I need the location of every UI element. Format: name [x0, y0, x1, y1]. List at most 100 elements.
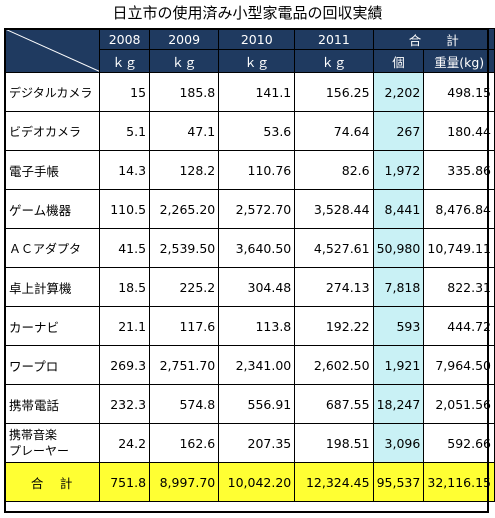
value-cell: 574.8 [149, 384, 220, 424]
value-cell: 50,980 [372, 228, 425, 268]
value-cell: 192.22 [294, 306, 374, 346]
value-cell: 593 [372, 306, 425, 346]
value-cell: 10,749.11 [423, 228, 495, 268]
value-cell: 3,096 [372, 423, 425, 463]
value-cell: 592.66 [423, 423, 495, 463]
value-cell: 14.3 [99, 150, 151, 190]
value-cell: 8,476.84 [423, 189, 495, 229]
unit-header: ｋｇ [99, 49, 151, 73]
total-value-cell: 751.8 [99, 462, 151, 502]
corner-cell [3, 28, 101, 73]
value-cell: 687.55 [294, 384, 374, 424]
value-cell: 110.76 [218, 150, 296, 190]
row-label: ゲーム機器 [3, 189, 101, 229]
table-row: 携帯電話 232.3 574.8 556.91 687.55 18,247 2,051.56 [3, 384, 495, 424]
table-row: ビデオカメラ 5.1 47.1 53.6 74.64 267 180.44 [3, 111, 495, 151]
total-value-cell: 95,537 [372, 462, 425, 502]
value-cell: 444.72 [423, 306, 495, 346]
table-row: カーナビ 21.1 117.6 113.8 192.22 593 444.72 [3, 306, 495, 346]
value-cell: 498.15 [423, 72, 495, 112]
collection-table: 2008 2009 2010 2011 合 計 ｋｇ ｋｇ ｋｇ ｋｇ 個 重量… [3, 28, 495, 502]
value-cell: 225.2 [149, 267, 220, 307]
total-value-cell: 8,997.70 [149, 462, 220, 502]
total-value-cell: 32,116.15 [423, 462, 495, 502]
value-cell: 2,572.70 [218, 189, 296, 229]
value-cell: 110.5 [99, 189, 151, 229]
total-header: 合 計 [372, 28, 495, 50]
value-cell: 162.6 [149, 423, 220, 463]
year-header: 2010 [218, 28, 296, 50]
value-cell: 53.6 [218, 111, 296, 151]
table-row: 電子手帳 14.3 128.2 110.76 82.6 1,972 335.86 [3, 150, 495, 190]
value-cell: 82.6 [294, 150, 374, 190]
row-label: ワープロ [3, 345, 101, 385]
unit-header: 個 [372, 49, 425, 73]
value-cell: 2,602.50 [294, 345, 374, 385]
value-cell: 5.1 [99, 111, 151, 151]
row-label: デジタルカメラ [3, 72, 101, 112]
value-cell: 156.25 [294, 72, 374, 112]
value-cell: 269.3 [99, 345, 151, 385]
unit-header: ｋｇ [218, 49, 296, 73]
diagonal-line [5, 29, 99, 72]
year-header: 2009 [149, 28, 220, 50]
value-cell: 2,265.20 [149, 189, 220, 229]
value-cell: 113.8 [218, 306, 296, 346]
year-header: 2008 [99, 28, 151, 50]
value-cell: 128.2 [149, 150, 220, 190]
unit-header: 重量(kg) [423, 49, 495, 73]
row-label: 電子手帳 [3, 150, 101, 190]
table-row: ゲーム機器 110.5 2,265.20 2,572.70 3,528.44 8,441 8… [3, 189, 495, 229]
header-row-years: 2008 2009 2010 2011 合 計 [3, 28, 495, 73]
table-row: デジタルカメラ 15 185.8 141.1 156.25 2,202 498.15 [3, 72, 495, 112]
total-value-cell: 12,324.45 [294, 462, 374, 502]
value-cell: 21.1 [99, 306, 151, 346]
value-cell: 18,247 [372, 384, 425, 424]
value-cell: 185.8 [149, 72, 220, 112]
value-cell: 2,051.56 [423, 384, 495, 424]
total-row: 合 計 751.8 8,997.70 10,042.20 12,324.45 95,537… [3, 462, 495, 502]
value-cell: 18.5 [99, 267, 151, 307]
unit-header: ｋｇ [149, 49, 220, 73]
value-cell: 1,921 [372, 345, 425, 385]
row-label: 卓上計算機 [3, 267, 101, 307]
value-cell: 4,527.61 [294, 228, 374, 268]
row-label: ビデオカメラ [3, 111, 101, 151]
value-cell: 180.44 [423, 111, 495, 151]
table-row: ＡＣアダプタ 41.5 2,539.50 3,640.50 4,527.61 50,980… [3, 228, 495, 268]
value-cell: 15 [99, 72, 151, 112]
value-cell: 335.86 [423, 150, 495, 190]
header-row-units: ｋｇ ｋｇ ｋｇ ｋｇ 個 重量(kg) [5, 49, 495, 73]
value-cell: 7,964.50 [423, 345, 495, 385]
value-cell: 47.1 [149, 111, 220, 151]
row-label: 携帯音楽 プレーヤー [3, 423, 101, 463]
value-cell: 232.3 [99, 384, 151, 424]
value-cell: 304.48 [218, 267, 296, 307]
value-cell: 2,751.70 [149, 345, 220, 385]
value-cell: 274.13 [294, 267, 374, 307]
value-cell: 2,539.50 [149, 228, 220, 268]
table-row: 卓上計算機 18.5 225.2 304.48 274.13 7,818 822.31 [3, 267, 495, 307]
value-cell: 1,972 [372, 150, 425, 190]
value-cell: 8,441 [372, 189, 425, 229]
value-cell: 74.64 [294, 111, 374, 151]
value-cell: 7,818 [372, 267, 425, 307]
total-value-cell: 10,042.20 [218, 462, 296, 502]
table-row: ワープロ 269.3 2,751.70 2,341.00 2,602.50 1,921 7,… [3, 345, 495, 385]
value-cell: 41.5 [99, 228, 151, 268]
table-title: 日立市の使用済み小型家電品の回収実績 [112, 4, 383, 22]
row-label: ＡＣアダプタ [3, 228, 101, 268]
value-cell: 822.31 [423, 267, 495, 307]
value-cell: 3,640.50 [218, 228, 296, 268]
row-label: カーナビ [3, 306, 101, 346]
value-cell: 2,202 [372, 72, 425, 112]
value-cell: 198.51 [294, 423, 374, 463]
total-label: 合 計 [3, 462, 101, 502]
value-cell: 141.1 [218, 72, 296, 112]
value-cell: 24.2 [99, 423, 151, 463]
value-cell: 207.35 [218, 423, 296, 463]
value-cell: 556.91 [218, 384, 296, 424]
value-cell: 267 [372, 111, 425, 151]
value-cell: 2,341.00 [218, 345, 296, 385]
year-header: 2011 [294, 28, 374, 50]
